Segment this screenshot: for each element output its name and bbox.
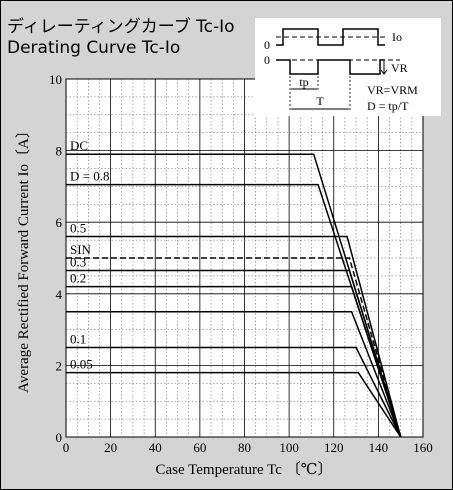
y-tick-label: 8: [56, 144, 63, 159]
io-waveform: [276, 28, 385, 46]
vr-equation: VR=VRM: [367, 83, 418, 97]
x-tick-label: 80: [238, 440, 251, 455]
series-label: DC: [70, 138, 88, 153]
vr-arrowhead: [380, 69, 388, 75]
series-line: [66, 269, 402, 438]
series-label: 0.05: [70, 357, 93, 372]
x-tick-label: 60: [193, 440, 206, 455]
x-tick-label: 100: [279, 440, 299, 455]
legend-box-bg: [255, 18, 441, 116]
x-tick-label: 120: [324, 440, 344, 455]
x-tick-label: 20: [104, 440, 117, 455]
tp-label: tp: [299, 75, 308, 89]
series-line: [66, 346, 402, 438]
chart-title-english: Derating Curve Tc-Io: [7, 38, 181, 58]
waveform-legend-box: 0 Io 0 VR tp T VR=VRM D = tp/T: [255, 18, 441, 116]
y-tick-label: 2: [56, 358, 63, 373]
series-label: 0.5: [70, 221, 86, 236]
chart-title-japanese: ディレーティングカーブ Tc-Io: [7, 17, 235, 37]
x-axis-label: Case Temperature Tc 〔℃〕: [156, 461, 333, 478]
series-label: D = 0.8: [70, 169, 109, 184]
vr-waveform: [276, 59, 385, 75]
series-label: 0.1: [70, 332, 86, 347]
series-line: [66, 310, 402, 438]
series-label: 0.3: [70, 255, 86, 270]
series-label: 0.2: [70, 271, 86, 286]
y-tick-label: 6: [56, 215, 63, 230]
vr-zero-label: 0: [264, 53, 270, 67]
vr-label: VR: [391, 61, 408, 75]
series-label: SIN: [70, 242, 92, 257]
x-tick-label: 40: [149, 440, 162, 455]
series-line: [66, 371, 402, 438]
y-tick-label: 0: [56, 430, 63, 445]
y-tick-labels: 0 2 4 6 8 10: [49, 72, 63, 445]
io-label: Io: [392, 30, 402, 44]
y-tick-label: 4: [56, 287, 63, 302]
x-tick-labels: 0 20 40 60 80 100 120 140 160: [63, 440, 433, 455]
duty-equation: D = tp/T: [367, 99, 409, 113]
x-tick-label: 140: [369, 440, 389, 455]
series-layer: [66, 153, 402, 438]
x-tick-label: 160: [413, 440, 433, 455]
io-zero-label: 0: [264, 38, 270, 52]
y-tick-label: 10: [49, 72, 62, 87]
series-line: [66, 257, 402, 438]
x-tick-label: 0: [63, 440, 70, 455]
series-line: [66, 235, 402, 438]
y-axis-label: Average Rectified Forward Current Io〔A〕: [15, 123, 32, 393]
series-line: [66, 285, 402, 438]
t-label: T: [316, 94, 324, 108]
